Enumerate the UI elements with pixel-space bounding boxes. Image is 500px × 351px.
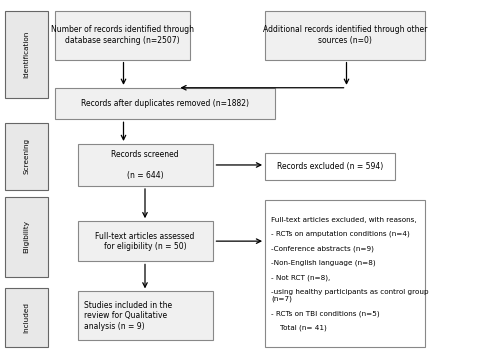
FancyBboxPatch shape (78, 221, 212, 261)
FancyBboxPatch shape (5, 197, 48, 277)
FancyBboxPatch shape (78, 144, 212, 186)
Text: Full-text articles excluded, with reasons,

- RCTs on amputation conditions (n=4: Full-text articles excluded, with reason… (271, 217, 428, 331)
FancyBboxPatch shape (265, 200, 425, 347)
Text: Included: Included (24, 302, 30, 333)
FancyBboxPatch shape (5, 123, 48, 190)
FancyBboxPatch shape (265, 11, 425, 60)
FancyBboxPatch shape (5, 11, 48, 98)
Text: Records after duplicates removed (n=1882): Records after duplicates removed (n=1882… (81, 99, 249, 108)
FancyBboxPatch shape (5, 288, 48, 347)
Text: Eligibility: Eligibility (24, 220, 30, 253)
Text: Records excluded (n = 594): Records excluded (n = 594) (277, 162, 383, 171)
Text: Studies included in the
review for Qualitative
analysis (n = 9): Studies included in the review for Quali… (84, 301, 172, 331)
Text: Records screened

(n = 644): Records screened (n = 644) (111, 150, 179, 180)
Text: Number of records identified through
database searching (n=2507): Number of records identified through dat… (51, 25, 194, 45)
FancyBboxPatch shape (55, 11, 190, 60)
FancyBboxPatch shape (78, 291, 212, 340)
Text: Full-text articles assessed
for eligibility (n = 50): Full-text articles assessed for eligibil… (96, 232, 194, 251)
Text: Screening: Screening (24, 138, 30, 174)
Text: Identification: Identification (24, 31, 30, 78)
FancyBboxPatch shape (55, 88, 275, 119)
Text: Additional records identified through other
sources (n=0): Additional records identified through ot… (263, 25, 427, 45)
FancyBboxPatch shape (265, 153, 395, 180)
